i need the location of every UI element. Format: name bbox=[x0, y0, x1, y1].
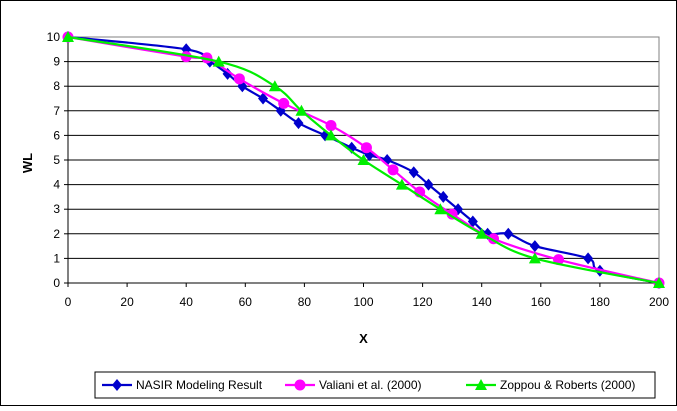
x-tick-label: 160 bbox=[531, 295, 551, 309]
data-point bbox=[357, 154, 370, 165]
data-point bbox=[653, 277, 665, 288]
data-point bbox=[408, 166, 419, 179]
series bbox=[62, 31, 665, 289]
legend-label: NASIR Modeling Result bbox=[136, 378, 263, 392]
x-tick-label: 180 bbox=[590, 295, 610, 309]
y-tick-label: 10 bbox=[47, 30, 61, 44]
x-tick-label: 40 bbox=[180, 295, 194, 309]
data-point bbox=[233, 73, 245, 85]
data-point bbox=[293, 117, 304, 130]
data-point bbox=[324, 129, 337, 141]
legend-box bbox=[94, 371, 656, 399]
data-point bbox=[446, 208, 458, 220]
x-tick-label: 100 bbox=[353, 295, 373, 309]
y-tick-label: 2 bbox=[53, 227, 60, 241]
x-axis-title: X bbox=[359, 331, 368, 346]
y-tick-label: 5 bbox=[53, 153, 60, 167]
series-3 bbox=[62, 31, 665, 288]
data-point bbox=[222, 67, 233, 80]
legend-item: NASIR Modeling Result bbox=[102, 378, 263, 392]
data-point bbox=[434, 203, 447, 215]
y-axis-title: WL bbox=[20, 153, 35, 173]
y-tick-label: 8 bbox=[53, 79, 60, 93]
y-tick-label: 6 bbox=[53, 128, 60, 142]
data-point bbox=[467, 215, 478, 228]
x-tick-label: 120 bbox=[413, 295, 433, 309]
data-point bbox=[212, 55, 225, 67]
data-point bbox=[268, 80, 281, 92]
x-tick-label: 60 bbox=[239, 295, 253, 309]
legend-item: Zoppou & Roberts (2000) bbox=[466, 378, 635, 392]
y-tick-label: 1 bbox=[53, 251, 60, 265]
data-point bbox=[360, 142, 372, 154]
legend-marker bbox=[112, 379, 122, 391]
data-point bbox=[423, 178, 434, 191]
legend: NASIR Modeling Result Valiani et al. (200… bbox=[94, 371, 656, 399]
data-point bbox=[503, 227, 514, 240]
data-point bbox=[529, 240, 540, 253]
x-tick-label: 140 bbox=[472, 295, 492, 309]
data-point bbox=[62, 31, 74, 42]
data-point bbox=[528, 252, 541, 264]
data-point bbox=[387, 164, 399, 176]
data-point bbox=[295, 104, 308, 116]
x-tick-label: 20 bbox=[120, 295, 134, 309]
data-point bbox=[258, 92, 269, 105]
legend-item: Valiani et al. (2000) bbox=[285, 378, 422, 392]
y-tick-label: 0 bbox=[53, 276, 60, 290]
data-point bbox=[278, 97, 290, 109]
y-tick-label: 9 bbox=[53, 55, 60, 69]
y-tick-label: 7 bbox=[53, 104, 60, 118]
x-tick-label: 0 bbox=[65, 295, 72, 309]
legend-label: Valiani et al. (2000) bbox=[319, 378, 422, 392]
data-point bbox=[395, 178, 408, 190]
data-point bbox=[475, 227, 488, 239]
x-tick-label: 200 bbox=[649, 295, 669, 309]
y-tick-label: 4 bbox=[53, 178, 60, 192]
legend-marker bbox=[294, 379, 306, 391]
legend-marker bbox=[475, 379, 487, 390]
x-tick-label: 80 bbox=[298, 295, 312, 309]
data-point bbox=[438, 190, 449, 203]
data-point bbox=[325, 120, 337, 132]
data-point bbox=[583, 252, 594, 265]
legend-label: Zoppou & Roberts (2000) bbox=[500, 378, 635, 392]
y-tick-label: 3 bbox=[53, 202, 60, 216]
